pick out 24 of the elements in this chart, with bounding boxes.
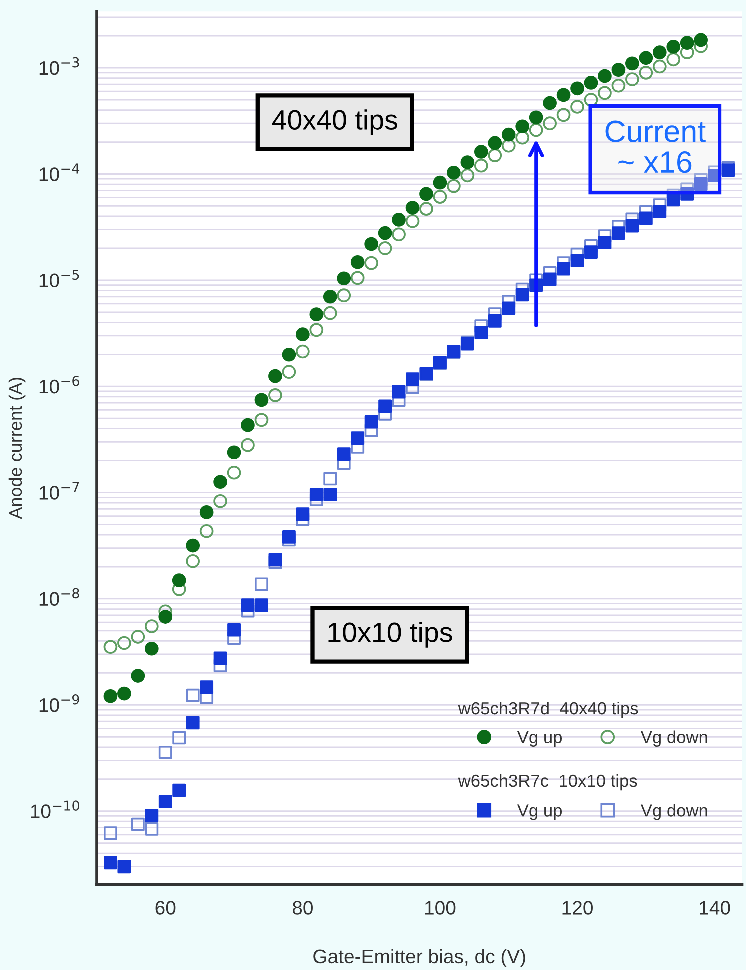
annotation: w65ch3R7d 40x40 tips bbox=[458, 702, 638, 718]
y-tick-label: 10$^{−7}$ bbox=[40, 482, 80, 500]
y-tick-label: 10$^{−3}$ bbox=[40, 57, 80, 76]
y-tick-label: 10$^{−4}$ bbox=[40, 164, 80, 182]
y-tick-label: 10$^{−6}$ bbox=[40, 376, 80, 394]
legend-label: Vg down bbox=[640, 730, 708, 747]
legend-label: Vg up bbox=[517, 804, 562, 820]
x-axis-title: Gate-Emitter bias, dc (V) bbox=[314, 949, 526, 968]
legend-label: Vg up bbox=[517, 731, 562, 747]
annotation: Current ~ x16 bbox=[606, 120, 706, 174]
annotation: w65ch3R7c 10x10 tips bbox=[458, 774, 638, 791]
y-tick-label: 10$^{−5}$ bbox=[40, 270, 80, 288]
y-tick-label: 10$^{−10}$ bbox=[31, 800, 80, 818]
x-tick-label: 60 bbox=[156, 901, 176, 915]
x-tick-label: 100 bbox=[425, 901, 456, 915]
annotation: 40x40 tips bbox=[272, 110, 398, 136]
legend-label: Vg down bbox=[640, 804, 708, 820]
y-tick-label: 10$^{−8}$ bbox=[40, 588, 80, 606]
y-tick-label: 10$^{−9}$ bbox=[40, 694, 80, 712]
x-tick-label: 140 bbox=[700, 901, 730, 915]
x-tick-label: 80 bbox=[292, 901, 313, 915]
y-axis-title: Anode current (A) bbox=[8, 378, 26, 520]
x-tick-label: 120 bbox=[562, 901, 593, 915]
annotation: 10x10 tips bbox=[328, 622, 452, 648]
